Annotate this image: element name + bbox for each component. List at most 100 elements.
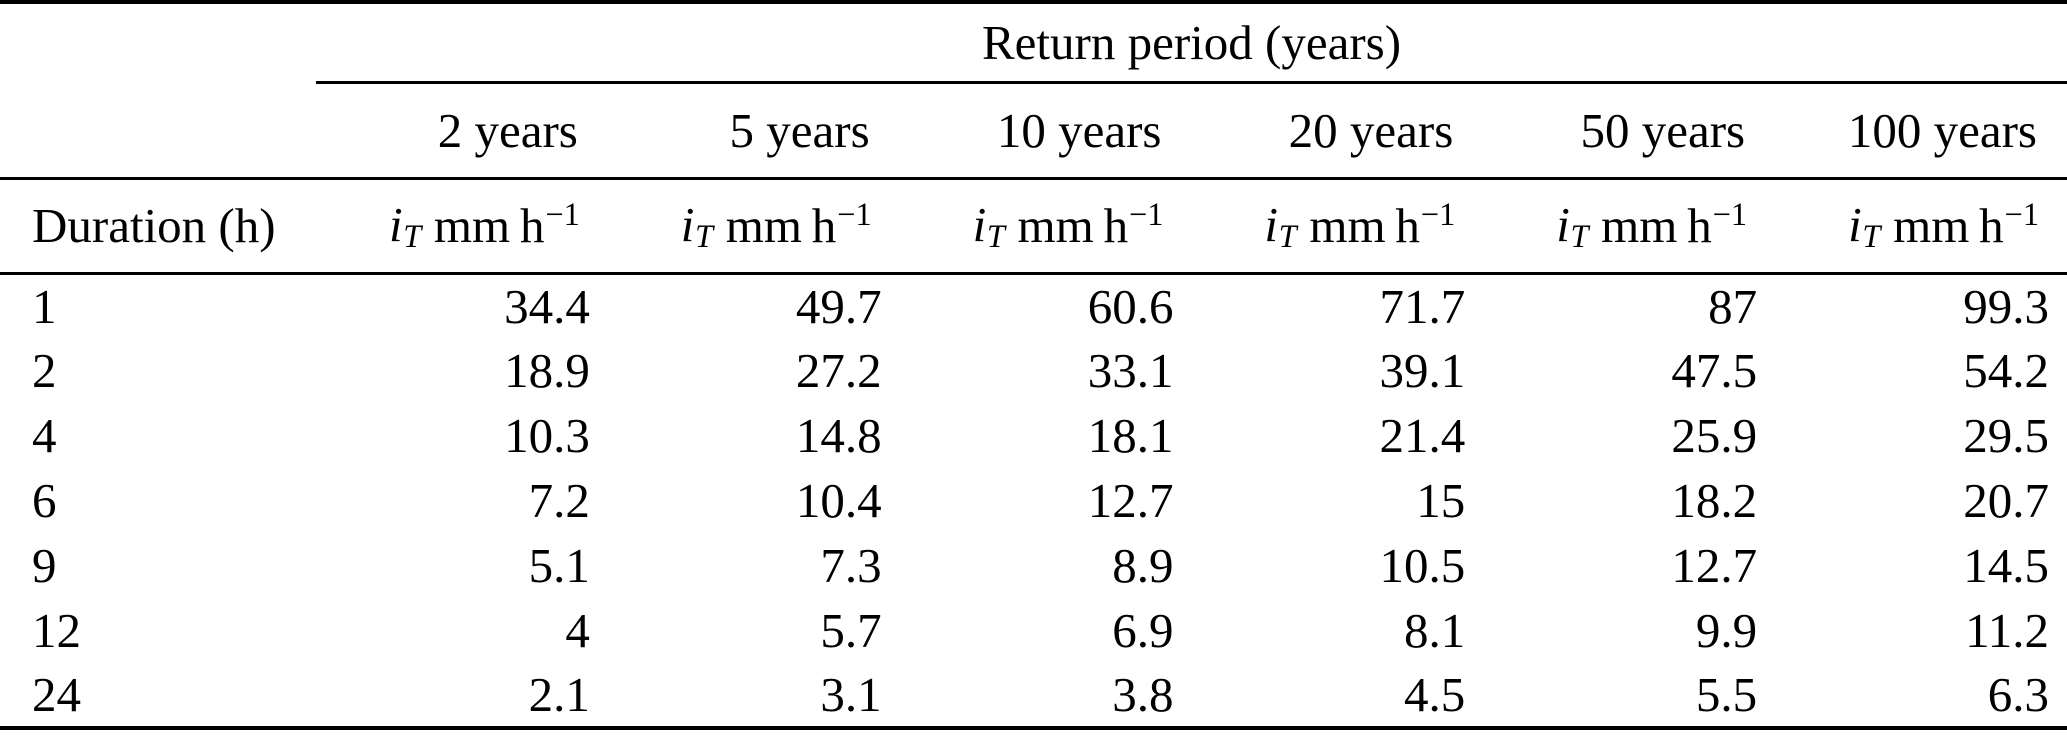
duration-column-header: Duration (h) xyxy=(0,178,317,275)
return-period-header-50-years: 50 years xyxy=(1483,82,1776,180)
intensity-symbol: i xyxy=(1264,197,1278,253)
intensity-unit-header: iT mm h−1 xyxy=(1775,178,2067,275)
unit-text: mm h xyxy=(725,197,837,253)
table-row: 2 18.9 27.2 33.1 39.1 47.5 54.2 xyxy=(0,338,2067,403)
unit-text: mm h xyxy=(1893,197,2004,253)
return-period-header-20-years: 20 years xyxy=(1191,82,1484,180)
intensity-value: 18.2 xyxy=(1671,473,1758,528)
intensity-unit-header: iT mm h−1 xyxy=(607,178,900,275)
table-row: 12 4 5.7 6.9 8.1 9.9 11.2 xyxy=(0,598,2067,663)
intensity-value: 7.2 xyxy=(528,473,590,528)
intensity-symbol: i xyxy=(1848,197,1862,253)
intensity-value: 27.2 xyxy=(795,343,882,398)
table-row: 24 2.1 3.1 3.8 4.5 5.5 6.3 xyxy=(0,663,2067,728)
rainfall-intensity-table: Return period (years) 2 years 5 years 10… xyxy=(0,0,2067,730)
intensity-value: 11.2 xyxy=(1965,603,2049,658)
intensity-value: 3.1 xyxy=(820,667,882,722)
intensity-value: 14.5 xyxy=(1963,538,2049,593)
corner-empty-cell xyxy=(0,2,316,82)
intensity-value: 34.4 xyxy=(504,278,590,334)
intensity-value: 4 xyxy=(565,603,590,658)
duration-value: 6 xyxy=(32,473,57,528)
intensity-value: 7.3 xyxy=(820,538,882,593)
duration-value: 1 xyxy=(32,278,57,334)
return-period-header-10-years: 10 years xyxy=(899,82,1192,180)
intensity-value: 60.6 xyxy=(1087,278,1174,334)
return-period-group-header: Return period (years) xyxy=(316,2,2067,84)
intensity-value: 10.3 xyxy=(504,408,590,463)
unit-exponent: −1 xyxy=(837,196,872,233)
return-period-header-100-years: 100 years xyxy=(1775,82,2067,180)
unit-text: mm h xyxy=(1017,197,1129,253)
intensity-value: 18.9 xyxy=(504,343,590,398)
intensity-value: 8.1 xyxy=(1404,603,1466,658)
intensity-unit-header: iT mm h−1 xyxy=(899,178,1192,275)
intensity-value: 6.3 xyxy=(1987,667,2049,722)
unit-exponent: −1 xyxy=(1129,196,1164,233)
intensity-value: 4.5 xyxy=(1404,667,1466,722)
intensity-value: 5.1 xyxy=(528,538,590,593)
unit-exponent: −1 xyxy=(2004,196,2039,233)
intensity-unit-header: iT mm h−1 xyxy=(1191,178,1484,275)
intensity-value: 2.1 xyxy=(528,667,590,722)
duration-value: 9 xyxy=(32,538,57,593)
intensity-value: 39.1 xyxy=(1379,343,1466,398)
table-row: 6 7.2 10.4 12.7 15 18.2 20.7 xyxy=(0,468,2067,533)
intensity-value: 3.8 xyxy=(1112,667,1174,722)
intensity-symbol: i xyxy=(1556,197,1570,253)
intensity-value: 47.5 xyxy=(1671,343,1758,398)
return-period-header-5-years: 5 years xyxy=(607,82,900,180)
intensity-value: 54.2 xyxy=(1963,343,2049,398)
intensity-unit-header: iT mm h−1 xyxy=(1483,178,1776,275)
intensity-value: 12.7 xyxy=(1671,538,1758,593)
return-period-subscript: T xyxy=(986,218,1005,255)
intensity-value: 87 xyxy=(1708,278,1758,334)
return-period-header-2-years: 2 years xyxy=(316,82,608,180)
intensity-value: 20.7 xyxy=(1963,473,2049,528)
return-period-subscript: T xyxy=(695,218,713,255)
duration-value: 24 xyxy=(32,667,81,722)
intensity-value: 29.5 xyxy=(1963,408,2049,463)
return-period-header-row: 2 years 5 years 10 years 20 years 50 yea… xyxy=(0,82,2067,180)
intensity-value: 15 xyxy=(1416,473,1466,528)
intensity-value: 21.4 xyxy=(1379,408,1466,463)
intensity-value: 10.5 xyxy=(1379,538,1466,593)
intensity-value: 18.1 xyxy=(1087,408,1174,463)
intensity-value: 5.7 xyxy=(820,603,882,658)
intensity-value: 5.5 xyxy=(1695,667,1758,722)
intensity-value: 71.7 xyxy=(1379,278,1466,334)
intensity-symbol: i xyxy=(388,197,403,253)
corner-empty-cell xyxy=(0,82,317,180)
table-row: 9 5.1 7.3 8.9 10.5 12.7 14.5 xyxy=(0,533,2067,598)
return-period-subscript: T xyxy=(1570,218,1589,255)
intensity-symbol: i xyxy=(972,197,987,253)
intensity-value: 10.4 xyxy=(795,473,882,528)
intensity-value: 12.7 xyxy=(1087,473,1174,528)
duration-value: 12 xyxy=(32,603,81,658)
unit-text: mm h xyxy=(1601,197,1712,253)
unit-text: mm h xyxy=(1309,197,1420,253)
intensity-value: 8.9 xyxy=(1112,538,1174,593)
unit-exponent: −1 xyxy=(1712,196,1748,233)
group-header-row: Return period (years) xyxy=(0,2,2067,84)
return-period-subscript: T xyxy=(1278,218,1297,255)
intensity-value: 25.9 xyxy=(1671,408,1758,463)
intensity-symbol: i xyxy=(680,197,695,253)
intensity-value: 6.9 xyxy=(1112,603,1174,658)
return-period-subscript: T xyxy=(403,218,422,255)
unit-exponent: −1 xyxy=(1420,196,1456,233)
intensity-value: 49.7 xyxy=(795,278,882,334)
unit-exponent: −1 xyxy=(545,196,580,233)
unit-text: mm h xyxy=(433,197,545,253)
intensity-value: 99.3 xyxy=(1963,278,2049,334)
table-row: 1 34.4 49.7 60.6 71.7 87 99.3 xyxy=(0,273,2067,338)
intensity-value: 14.8 xyxy=(795,408,882,463)
intensity-value: 33.1 xyxy=(1087,343,1174,398)
intensity-value: 9.9 xyxy=(1695,603,1758,658)
duration-value: 2 xyxy=(32,343,57,398)
return-period-subscript: T xyxy=(1862,218,1881,255)
intensity-unit-header: iT mm h−1 xyxy=(316,178,608,275)
table-row: 4 10.3 14.8 18.1 21.4 25.9 29.5 xyxy=(0,403,2067,468)
units-header-row: Duration (h) iT mm h−1 iT mm h−1 iT mm h−1 … xyxy=(0,178,2067,275)
